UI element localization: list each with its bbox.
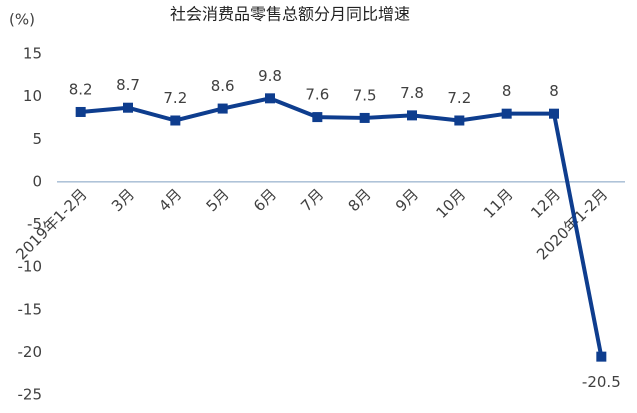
- x-tick-label: 12月: [527, 185, 564, 222]
- marker: [217, 103, 228, 114]
- marker: [549, 108, 559, 119]
- marker: [170, 115, 181, 126]
- data-label: 7.6: [305, 86, 329, 104]
- y-tick-label: -25: [18, 386, 43, 404]
- x-tick-label: 4月: [155, 185, 185, 215]
- marker: [596, 351, 607, 362]
- marker: [75, 106, 86, 117]
- x-tick-label: 3月: [108, 185, 138, 215]
- marker: [312, 112, 323, 123]
- x-tick-label: 6月: [250, 185, 280, 215]
- x-tick-label: 7月: [297, 185, 327, 215]
- marker: [265, 93, 275, 104]
- data-label: 7.2: [163, 89, 187, 107]
- marker: [123, 102, 133, 113]
- y-tick-label: -15: [18, 300, 43, 318]
- data-label: -20.5: [582, 373, 621, 391]
- marker: [454, 115, 465, 126]
- marker: [501, 108, 512, 119]
- x-tick-label: 8月: [345, 185, 375, 215]
- y-tick-label: -10: [18, 258, 43, 276]
- data-label: 8.2: [69, 80, 93, 98]
- y-tick-label: 0: [32, 172, 42, 190]
- data-label: 7.8: [400, 84, 424, 102]
- marker: [407, 110, 417, 121]
- data-label: 7.2: [447, 89, 471, 107]
- data-label: 7.5: [353, 86, 377, 104]
- y-tick-label: -20: [18, 343, 43, 361]
- x-tick-label: 2019年1-2月: [12, 185, 90, 263]
- chart-title: 社会消费品零售总额分月同比增速: [170, 5, 410, 24]
- data-label: 8: [549, 82, 559, 100]
- y-tick-label: 10: [23, 87, 42, 105]
- x-tick-label: 10月: [433, 185, 470, 222]
- x-tick-label: 11月: [480, 185, 517, 222]
- data-label: 9.8: [258, 67, 282, 85]
- data-label: 8: [502, 82, 512, 100]
- x-tick-label: 9月: [392, 185, 422, 215]
- y-tick-label: 15: [23, 45, 42, 63]
- x-tick-label: 5月: [203, 185, 233, 215]
- data-label: 8.7: [116, 76, 140, 94]
- data-label: 8.6: [211, 77, 235, 95]
- marker: [359, 112, 370, 123]
- y-axis-label: (%): [9, 11, 35, 29]
- y-tick-label: -5: [27, 215, 42, 233]
- line: [80, 96, 604, 358]
- y-tick-label: 5: [32, 130, 42, 148]
